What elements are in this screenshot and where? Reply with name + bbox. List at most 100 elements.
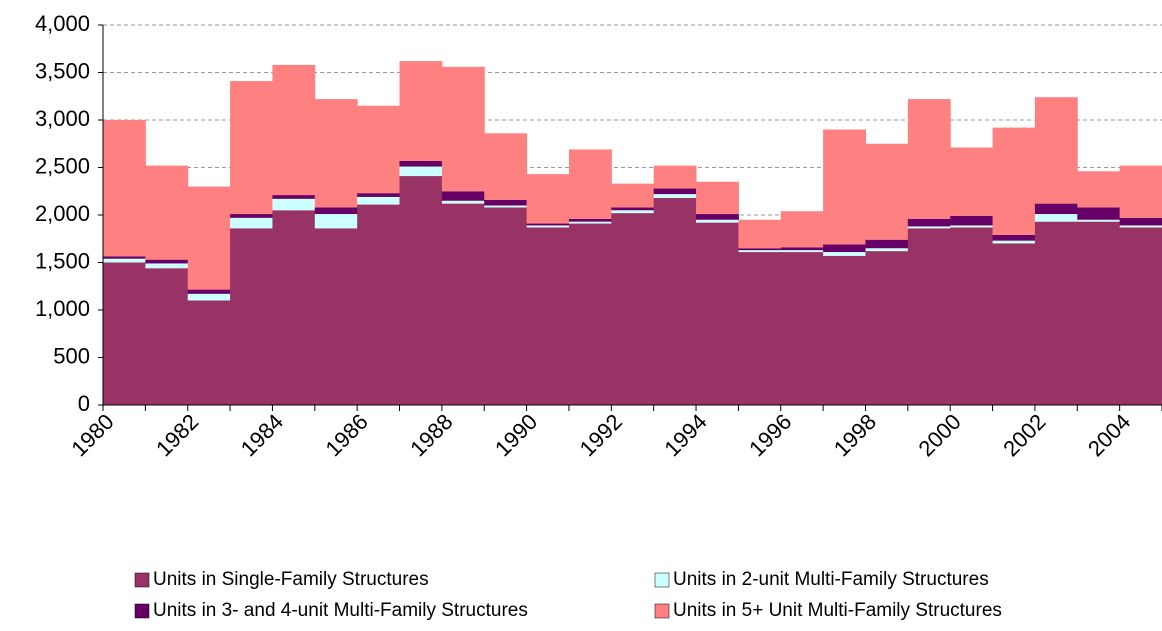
bar-segment [696,222,739,405]
x-tick-label: 1980 [66,409,118,461]
bar-segment [314,99,358,208]
bar-segment [950,227,994,405]
bar-segment [230,217,273,229]
bar-segment [314,214,358,229]
x-tick-label: 2002 [998,409,1050,461]
y-tick-label: 2,000 [35,201,90,226]
legend-label: Units in Single-Family Structures [153,569,429,590]
bar-segment [314,228,358,405]
bar-segment [441,191,485,201]
bar-segment [653,165,697,189]
bar-segment [992,234,1036,241]
bar-segment [145,268,189,405]
bar-segment [1119,217,1162,226]
legend: Units in Single-Family Structures Units i… [134,569,1002,621]
legend-swatch [654,603,670,619]
bar-segment [653,194,697,198]
bar-segment [865,239,909,249]
x-tick-label: 1992 [575,409,627,461]
bar-segment [1077,171,1121,208]
bar-segment [611,183,655,208]
legend-swatch [654,572,670,588]
bar-segment [399,176,443,405]
bar-segment [865,143,909,240]
bar-segment [696,219,739,223]
x-tick-label: 1990 [490,409,542,461]
bar-segment [1119,165,1162,218]
bar-segment [568,221,612,224]
y-tick-label: 1,500 [35,248,90,273]
y-tick-label: 2,500 [35,153,90,178]
bar-segment [1119,227,1162,405]
bar-segment [145,165,189,260]
bar-segment [950,225,994,228]
bar-segment [441,66,485,192]
bar-segment [484,133,528,200]
bar-segment [568,149,612,219]
bar-segment [399,166,443,177]
bar-segment [1034,97,1078,204]
bar-segment [526,223,570,226]
bar-segment [484,207,528,405]
bar-segment [823,244,866,253]
bar-segment [823,255,866,405]
bar-segment [1034,221,1078,405]
bar-segment [399,61,443,161]
x-tick-label: 2004 [1083,409,1135,461]
x-tick-label: 1994 [659,409,711,461]
x-tick-label: 1984 [236,409,288,461]
bar-segment [907,218,951,227]
bar-segment [1077,219,1121,222]
x-tick-label: 2000 [914,409,966,461]
bar-segment [738,219,782,249]
bar-segment [230,214,273,218]
bar-segment [357,105,401,194]
bar-segment [399,160,443,167]
y-tick-label: 0 [78,391,90,416]
y-tick-label: 4,000 [35,11,90,36]
bar-segment [696,214,739,220]
bar-segment [272,210,316,405]
bar-segment [1077,207,1121,220]
bar-segment [1077,221,1121,405]
bar-segment [950,147,994,216]
bar-segment [526,225,570,228]
bar-segment [738,250,782,253]
bar-segment [865,248,909,252]
y-tick-label: 3,000 [35,106,90,131]
bar-segment [992,240,1036,244]
legend-swatch [134,572,150,588]
bar-segment [1034,214,1078,222]
bar-segment [103,262,146,405]
x-tick-label: 1998 [829,409,881,461]
x-tick-label: 1996 [744,409,796,461]
bar-segment [653,197,697,405]
bar-segment [526,227,570,405]
bar-segment [823,252,866,256]
bar-segment [950,215,994,226]
bar-segment [1119,225,1162,228]
bar-segment [272,64,316,196]
bar-segment [145,263,189,269]
bar-segment [823,129,866,245]
bar-segment [145,259,189,264]
bar-segment [272,198,316,211]
bar-segment [907,228,951,405]
bar-segment [865,251,909,405]
bar-segment [314,207,358,215]
bar-segment [611,210,655,214]
legend-label: Units in 2-unit Multi-Family Structures [673,569,989,590]
bar-segment [780,211,824,248]
bar-segment [1034,203,1078,215]
bar-segment [357,193,401,197]
bar-segment [738,248,782,251]
bar-segment [230,228,273,405]
bar-segment [526,174,570,224]
bar-segment [103,120,146,257]
bar-segment [738,252,782,405]
bar-segment [696,181,739,215]
x-tick-label: 1986 [321,409,373,461]
bar-segment [780,247,824,251]
bar-segment [653,188,697,195]
